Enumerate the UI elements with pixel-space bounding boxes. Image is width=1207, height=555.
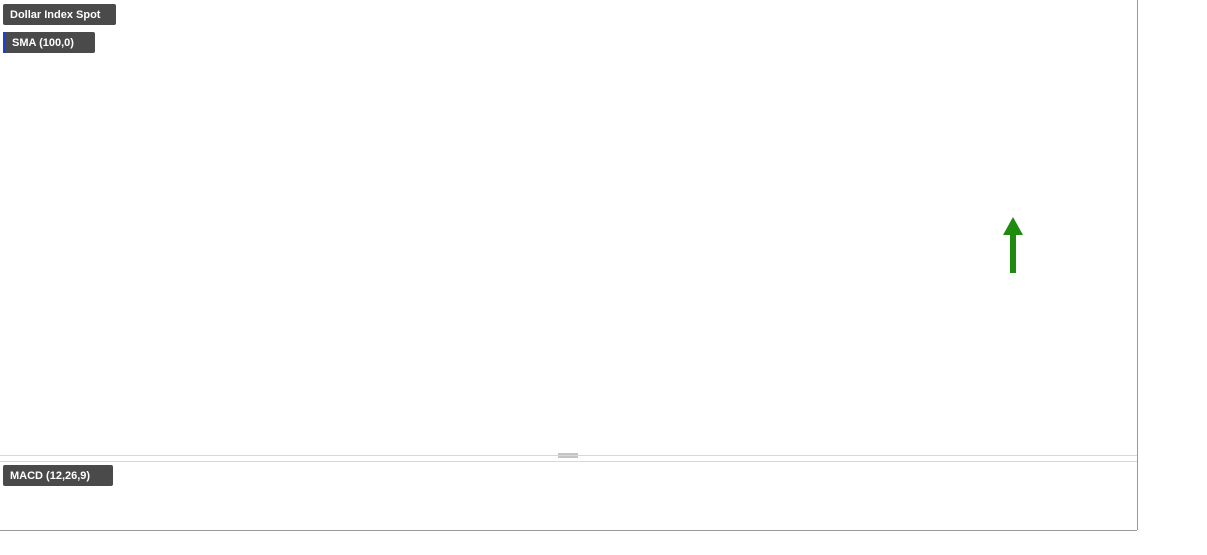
legend-box[interactable]: [3, 32, 95, 53]
legend-swatch: [3, 32, 6, 53]
arrow-head: [1003, 217, 1023, 235]
legend-box[interactable]: [3, 4, 116, 25]
legend-title: MACD (12,26,9): [10, 470, 90, 482]
arrow: [1003, 217, 1023, 273]
legend-title: Dollar Index Spot: [10, 9, 101, 21]
legend-entry: SMA (100,0): [12, 37, 74, 49]
legend-box[interactable]: [3, 465, 113, 486]
